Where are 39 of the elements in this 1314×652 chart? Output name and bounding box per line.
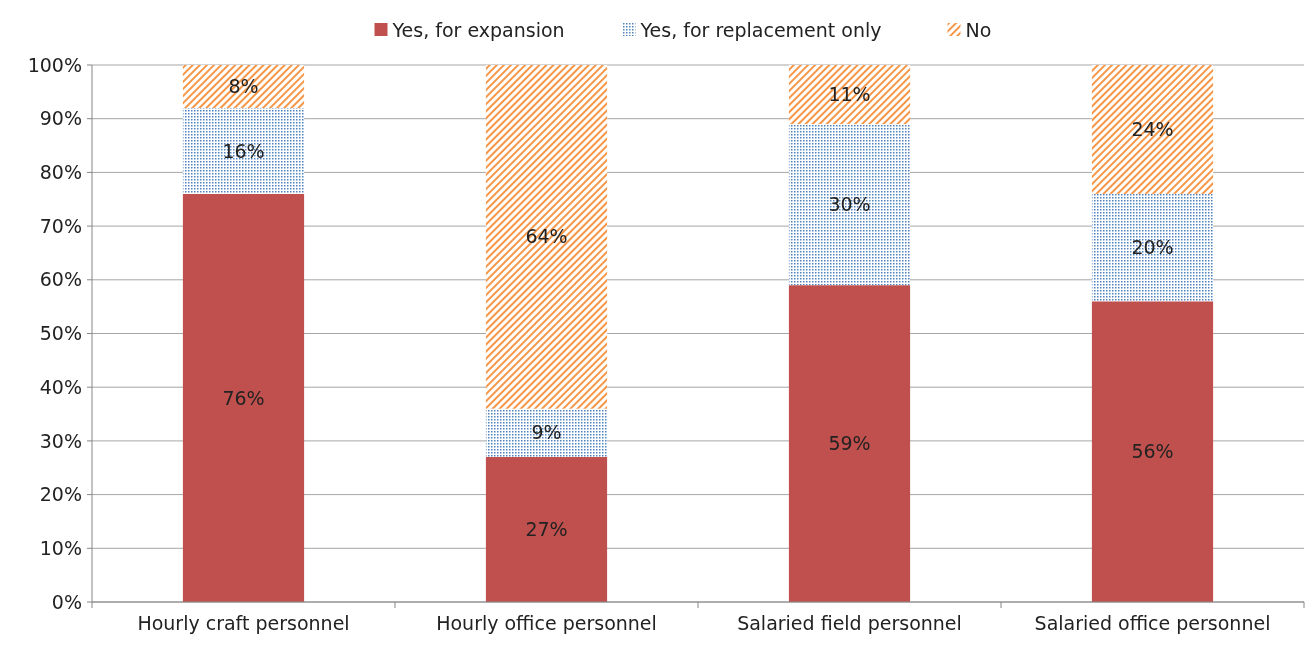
- bar: [182, 65, 305, 108]
- bar: [485, 457, 608, 602]
- data-label: 27%: [525, 518, 568, 541]
- bar: [182, 193, 305, 602]
- data-label: 8%: [228, 75, 259, 98]
- y-tick-label: 60%: [39, 268, 82, 291]
- y-tick-label: 70%: [39, 214, 82, 237]
- bar: [485, 65, 608, 409]
- y-tick-label: 100%: [27, 53, 82, 76]
- data-label: 9%: [531, 421, 562, 444]
- y-tick-label: 0%: [51, 590, 82, 613]
- bar: [788, 65, 911, 125]
- x-tick-label: Hourly craft personnel: [137, 612, 350, 634]
- y-tick-label: 90%: [39, 107, 82, 130]
- y-tick-label: 40%: [39, 375, 82, 398]
- bar: [1091, 65, 1214, 194]
- x-tick-label: Salaried office personnel: [1034, 612, 1271, 634]
- x-tick-label: Salaried field personnel: [737, 612, 962, 634]
- y-tick-label: 80%: [39, 161, 82, 184]
- bar: [1091, 193, 1214, 302]
- y-tick-label: 50%: [39, 322, 82, 345]
- data-label: 20%: [1131, 236, 1174, 259]
- bar: [788, 124, 911, 286]
- data-label: 76%: [222, 386, 265, 409]
- data-label: 30%: [828, 193, 871, 216]
- bar: [1091, 301, 1214, 602]
- y-tick-label: 10%: [39, 536, 82, 559]
- data-label: 16%: [222, 139, 265, 162]
- y-tick-label: 30%: [39, 429, 82, 452]
- data-label: 56%: [1131, 440, 1174, 463]
- bar: [485, 408, 608, 458]
- x-tick-label: Hourly office personnel: [436, 612, 657, 634]
- bar: [182, 107, 305, 194]
- bar: [788, 285, 911, 602]
- data-label: 59%: [828, 432, 871, 455]
- legend-label: No: [965, 18, 992, 41]
- legend-label: Yes, for expansion: [391, 18, 565, 41]
- legend-label: Yes, for replacement only: [639, 18, 882, 41]
- y-tick-label: 20%: [39, 483, 82, 506]
